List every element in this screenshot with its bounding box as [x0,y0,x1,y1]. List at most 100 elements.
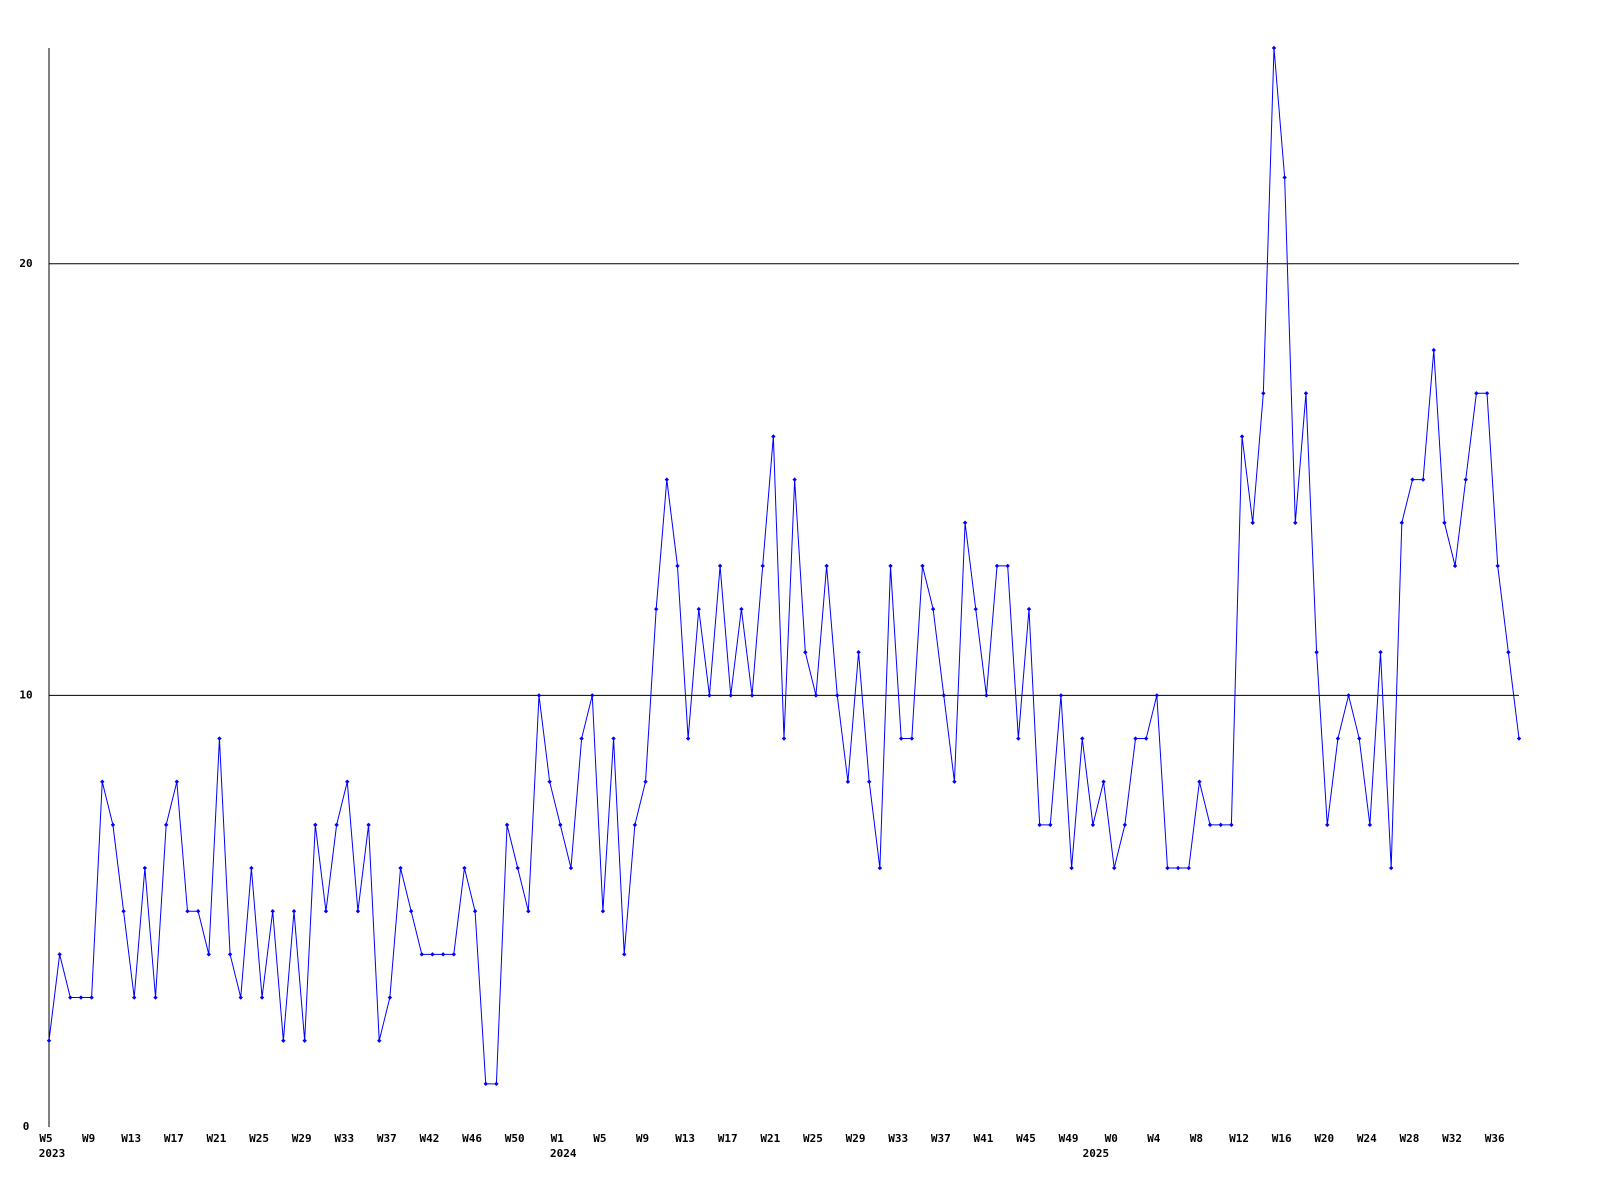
data-point [1442,520,1447,525]
data-point [1239,434,1245,439]
data-point [334,822,339,828]
x-tick-label: W37 [931,1132,951,1145]
data-point [781,736,787,741]
data-point [1261,391,1266,396]
data-point [291,909,297,914]
data-point [526,909,531,914]
x-tick-label: W36 [1485,1132,1505,1145]
x-tick-label: W33 [888,1132,908,1145]
x-tick-label: W25 [803,1132,823,1145]
data-point [1154,693,1160,698]
year-label: 2025 [1083,1147,1110,1160]
data-point [68,995,73,1000]
data-point [1197,779,1202,784]
data-point [78,995,84,1000]
data-point [1357,736,1362,741]
data-point [1133,736,1138,741]
data-point [632,822,638,828]
data-point [217,736,222,741]
data-point [89,995,94,1000]
x-tick-label: W17 [164,1132,184,1145]
x-tick-label: W50 [505,1132,525,1145]
x-tick-label: W29 [292,1132,312,1145]
data-point [100,779,105,784]
x-tick-label: W9 [82,1132,95,1145]
data-point [1218,822,1223,828]
data-point [1431,347,1436,353]
x-tick-label: W20 [1314,1132,1334,1145]
data-point [760,563,765,569]
data-point [1346,693,1351,698]
data-point [1058,693,1064,698]
data-point [739,606,744,612]
data-point [952,779,957,784]
data-point [664,477,670,482]
series-line [48,47,1520,1085]
data-point [174,779,180,784]
data-point [611,736,616,741]
x-tick-label: W13 [675,1132,695,1145]
data-point [121,909,126,914]
data-point [1484,391,1490,396]
data-point [898,736,904,741]
year-label: 2023 [39,1147,66,1160]
data-point [1420,477,1426,482]
x-tick-label: W24 [1357,1132,1377,1145]
data-point [1122,822,1128,828]
x-tick-label: W0 [1105,1132,1118,1145]
data-point [1474,391,1479,396]
data-point [1282,175,1287,180]
data-point [462,865,467,871]
data-point [1495,563,1500,569]
data-point [195,909,201,914]
data-point [856,650,861,655]
data-point [813,693,819,698]
data-point [259,995,265,1000]
data-point [717,563,723,569]
data-point [355,909,361,914]
data-point [1090,822,1096,828]
data-point [835,693,840,698]
data-point [824,563,829,569]
data-point [398,865,403,871]
data-point [1026,606,1032,612]
data-point [1293,520,1298,525]
data-point [1016,736,1021,741]
data-point [1207,822,1213,828]
x-tick-label: W21 [206,1132,226,1145]
data-point [387,995,393,1000]
x-tick-label: W45 [1016,1132,1036,1145]
data-point [185,909,190,914]
data-point [1005,563,1010,569]
x-tick-label: W28 [1400,1132,1420,1145]
data-point [867,779,872,784]
x-tick-label: W49 [1059,1132,1079,1145]
data-point [622,952,627,957]
x-tick-label: W9 [636,1132,649,1145]
data-point [1378,650,1383,655]
data-point [515,865,520,871]
data-point [941,693,946,698]
data-point [483,1081,488,1087]
data-point [1314,650,1319,655]
data-point [419,952,425,957]
data-point [153,995,158,1000]
data-point [504,822,510,828]
data-point [1463,477,1468,482]
data-point [494,1081,499,1087]
x-tick-label: W4 [1147,1132,1161,1145]
data-point [696,606,701,612]
data-point [46,1038,52,1043]
x-tick-label: W1 [551,1132,565,1145]
data-point [568,865,574,871]
data-point [366,822,371,828]
data-point [590,693,595,698]
x-tick-label: W13 [121,1132,141,1145]
data-point [1175,865,1181,871]
data-point [558,822,563,828]
data-point [1325,822,1330,828]
data-point [579,736,584,741]
data-point [643,779,648,784]
data-point [440,952,446,957]
